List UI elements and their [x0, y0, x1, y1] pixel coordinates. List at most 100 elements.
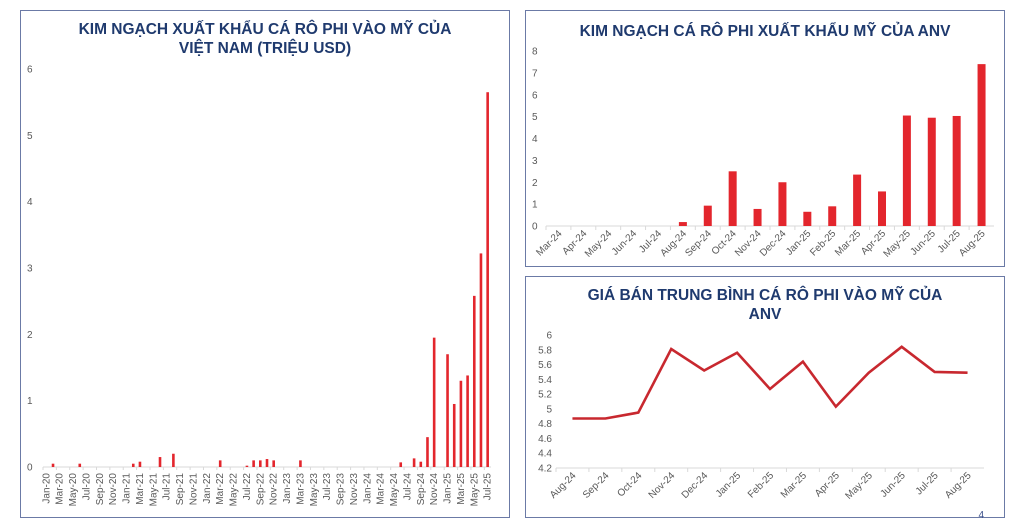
bar-Jun-21: [158, 457, 162, 467]
x-tick-label: Jul-24: [402, 473, 413, 501]
x-tick-label: Nov-24: [647, 470, 678, 501]
x-tick-label: Jun-25: [908, 228, 938, 258]
bar-Mar-25: [459, 380, 463, 467]
chart3-title-line2: ANV: [748, 306, 782, 323]
y-tick-label: 2: [532, 178, 538, 189]
y-tick-label: 6: [27, 65, 33, 76]
bar-Sep-24: [419, 461, 423, 467]
x-tick-label: Jul-21: [162, 473, 173, 501]
x-tick-label: May-25: [469, 473, 480, 507]
y-tick-label: 6: [546, 331, 552, 342]
x-tick-label: May-25: [844, 470, 876, 502]
y-tick-label: 4.2: [538, 464, 552, 475]
bar-Oct-24: [728, 171, 737, 226]
bar-Mar-21: [138, 461, 142, 467]
x-tick-label: Sep-20: [95, 473, 106, 506]
x-tick-label: Jul-25: [914, 470, 941, 497]
y-tick-label: 4.4: [538, 449, 552, 460]
bar-Mar-25: [853, 174, 862, 226]
y-tick-label: 4: [27, 197, 33, 208]
y-tick-label: 6: [532, 90, 538, 101]
y-tick-label: 4: [532, 134, 538, 145]
bar-Aug-25: [977, 64, 986, 226]
bar-Jan-25: [803, 211, 812, 226]
panel-anv-export: KIM NGẠCH CÁ RÔ PHI XUẤT KHẨU MỸ CỦA ANV…: [525, 10, 1005, 267]
x-tick-label: May-21: [148, 473, 159, 507]
bar-Nov-22: [272, 460, 275, 467]
x-tick-label: Sep-24: [581, 470, 612, 501]
x-tick-label: Mar-22: [215, 473, 226, 505]
y-tick-label: 3: [532, 156, 538, 167]
chart2-title: KIM NGẠCH CÁ RÔ PHI XUẤT KHẨU MỸ CỦA ANV: [526, 22, 1004, 41]
x-tick-label: Jan-24: [362, 473, 373, 504]
page-number: 4: [978, 510, 984, 521]
x-tick-label: Aug-24: [548, 470, 579, 501]
y-tick-label: 0: [27, 463, 33, 474]
bar-Feb-25: [452, 403, 456, 467]
chart3-title: GIÁ BÁN TRUNG BÌNH CÁ RÔ PHI VÀO MỸ CỦA …: [526, 286, 1004, 324]
bar-May-25: [472, 295, 476, 467]
x-tick-label: Jun-24: [610, 228, 640, 258]
x-tick-label: Mar-25: [833, 228, 863, 258]
bar-May-25: [902, 115, 911, 226]
bar-Jun-20: [78, 463, 82, 467]
panel-vn-export: KIM NGẠCH XUẤT KHẨU CÁ RÔ PHI VÀO MỸ CỦA…: [20, 10, 510, 518]
x-tick-label: Sep-22: [255, 473, 266, 506]
y-tick-label: 5.6: [538, 360, 552, 371]
x-tick-label: Oct-24: [615, 470, 644, 499]
y-tick-label: 4.8: [538, 419, 552, 430]
chart2-title-line1: KIM NGẠCH CÁ RÔ PHI XUẤT KHẨU MỸ CỦA ANV: [579, 23, 951, 40]
x-tick-label: Sep-24: [416, 473, 427, 506]
x-tick-label: Jan-23: [282, 473, 293, 504]
y-tick-label: 5: [532, 112, 538, 123]
bar-Nov-24: [753, 208, 762, 226]
x-tick-label: Nov-23: [349, 473, 360, 506]
y-tick-label: 4.6: [538, 434, 552, 445]
x-tick-label: Mar-25: [456, 473, 467, 505]
y-tick-label: 5.2: [538, 390, 552, 401]
y-tick-label: 1: [27, 396, 33, 407]
y-tick-label: 5: [546, 404, 552, 415]
bar-Jan-25: [446, 354, 449, 467]
x-tick-label: May-22: [229, 473, 240, 507]
x-tick-label: Aug-25: [957, 228, 988, 259]
x-tick-label: Nov-24: [733, 228, 764, 259]
x-tick-label: Feb-25: [808, 228, 838, 258]
bar-Jun-24: [399, 462, 403, 467]
bar-Oct-24: [426, 437, 429, 467]
x-tick-label: Jan-20: [41, 473, 52, 504]
x-tick-label: May-20: [68, 473, 79, 507]
x-tick-label: Jan-21: [122, 473, 133, 504]
bar-Mar-22: [218, 460, 222, 467]
x-tick-label: Apr-25: [813, 470, 842, 499]
x-tick-label: Mar-20: [55, 473, 66, 505]
price-line: [572, 345, 968, 420]
chart1-title: KIM NGẠCH XUẤT KHẨU CÁ RÔ PHI VÀO MỸ CỦA…: [21, 20, 509, 58]
bar-Feb-21: [131, 463, 135, 467]
x-tick-label: May-24: [583, 228, 615, 260]
bar-Feb-25: [828, 206, 837, 226]
x-tick-label: Jan-22: [202, 473, 213, 504]
x-tick-label: Mar-23: [295, 473, 306, 505]
bar-Apr-25: [878, 191, 886, 226]
x-tick-label: Nov-24: [429, 473, 440, 506]
bar-Aug-24: [678, 222, 687, 226]
bar-Feb-20: [51, 463, 55, 467]
x-tick-label: May-23: [309, 473, 320, 507]
x-tick-label: Dec-24: [680, 470, 711, 501]
y-tick-label: 5.8: [538, 345, 552, 356]
x-tick-label: Jan-25: [714, 470, 744, 500]
bar-Aug-24: [412, 458, 416, 467]
bar-Jun-25: [927, 117, 936, 226]
y-tick-label: 1: [532, 200, 538, 211]
chart1-title-line1: KIM NGẠCH XUẤT KHẨU CÁ RÔ PHI VÀO MỸ CỦA: [78, 21, 452, 38]
panel-anv-price: GIÁ BÁN TRUNG BÌNH CÁ RÔ PHI VÀO MỸ CỦA …: [525, 276, 1005, 518]
bar-Sep-22: [259, 460, 262, 467]
x-tick-label: Dec-24: [758, 228, 789, 259]
x-tick-label: Mar-21: [135, 473, 146, 505]
y-tick-label: 5: [27, 131, 33, 142]
x-tick-label: Mar-24: [376, 473, 387, 505]
chart1-title-line2: VIỆT NAM (TRIỆU USD): [178, 40, 352, 57]
bar-Jul-25: [952, 115, 961, 226]
